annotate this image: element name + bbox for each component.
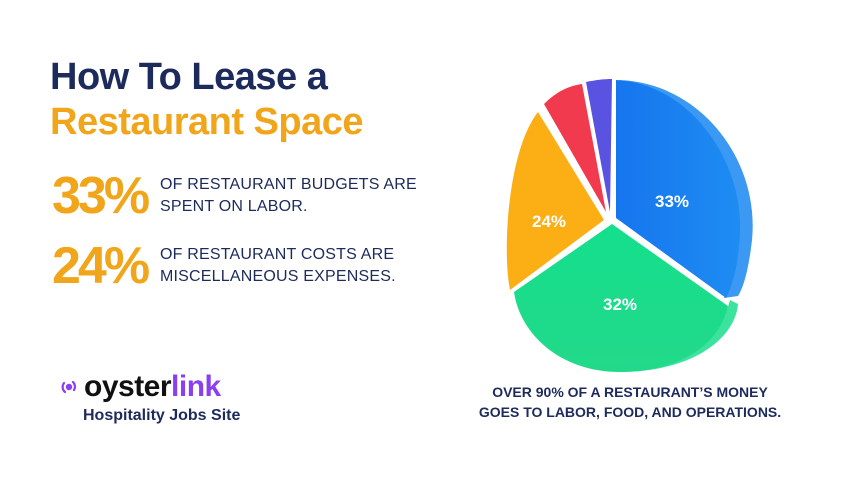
- pie-slice-purple: [586, 79, 612, 212]
- brand-tagline: Hospitality Jobs Site: [83, 407, 241, 424]
- chart-caption: OVER 90% OF A RESTAURANT’S MONEY GOES TO…: [470, 382, 790, 422]
- stat-value: 33%: [52, 167, 150, 225]
- brand-name-link: link: [171, 370, 221, 403]
- stat-description: OF RESTAURANT BUDGETS ARE SPENT ON LABOR…: [160, 174, 417, 218]
- stat-line-1: OF RESTAURANT COSTS ARE: [160, 246, 395, 263]
- stat-line-1: OF RESTAURANT BUDGETS ARE: [160, 176, 417, 193]
- brand-name-oyster: oyster: [84, 370, 172, 403]
- stat-description: OF RESTAURANT COSTS ARE MISCELLANEOUS EX…: [160, 244, 396, 288]
- title-line-1: How To Lease a: [50, 56, 328, 98]
- stat-line-2: SPENT ON LABOR.: [160, 198, 308, 215]
- stat-labor: 33% OF RESTAURANT BUDGETS ARE SPENT ON L…: [52, 166, 417, 226]
- pie-slice-orange: [506, 112, 604, 290]
- label-green: 32%: [603, 295, 637, 314]
- label-blue: 33%: [655, 192, 689, 211]
- stat-line-2: MISCELLANEOUS EXPENSES.: [160, 268, 396, 285]
- caption-line-1: OVER 90% OF A RESTAURANT’S MONEY: [492, 384, 768, 400]
- title-line-2: Restaurant Space: [50, 101, 364, 143]
- caption-line-2: GOES TO LABOR, FOOD, AND OPERATIONS.: [478, 404, 782, 420]
- pie-slice-blue: [616, 80, 741, 298]
- pie-slice-red: [544, 84, 606, 212]
- pie-slice-green: [514, 224, 728, 372]
- blue-slice-side: [618, 80, 753, 298]
- label-orange: 24%: [532, 212, 566, 231]
- pie-chart: 33% 32% 24%: [506, 79, 753, 372]
- brand-logo: oyster link: [60, 370, 221, 404]
- signal-dot-icon: [61, 380, 77, 394]
- stat-value: 24%: [52, 237, 150, 295]
- stat-misc: 24% OF RESTAURANT COSTS ARE MISCELLANEOU…: [52, 236, 396, 296]
